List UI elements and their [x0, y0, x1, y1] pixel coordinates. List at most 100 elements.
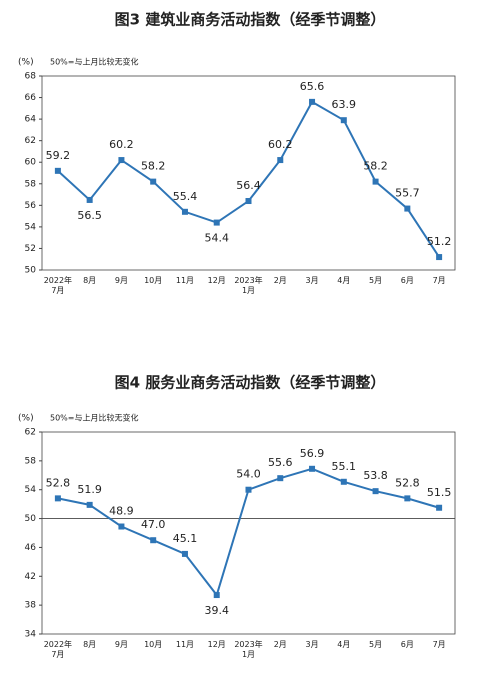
- data-point: [181, 208, 188, 215]
- unit-label: (%): [18, 414, 34, 424]
- unit-label: (%): [18, 58, 34, 68]
- data-label: 39.4: [204, 604, 229, 617]
- data-label: 60.2: [109, 138, 134, 151]
- data-label: 60.2: [268, 138, 293, 151]
- x-tick-label: 7月: [432, 640, 446, 649]
- x-tick-label: 8月: [83, 276, 97, 285]
- x-tick-label: 4月: [337, 276, 351, 285]
- data-point: [118, 157, 125, 164]
- data-label: 55.7: [395, 187, 420, 200]
- y-tick-label: 56: [25, 201, 37, 211]
- data-label: 54.0: [236, 468, 261, 481]
- data-point: [245, 198, 252, 205]
- plot-frame: [41, 75, 456, 271]
- x-tick-label: 2022年 7月: [43, 276, 73, 295]
- data-point: [213, 219, 220, 226]
- x-tick-label: 12月: [207, 276, 226, 285]
- y-tick-label: 64: [25, 115, 37, 125]
- y-tick-label: 58: [25, 179, 37, 189]
- data-point: [340, 478, 347, 485]
- y-tick-label: 52: [25, 244, 36, 254]
- data-label: 47.0: [141, 518, 166, 531]
- y-tick-label: 60: [25, 158, 37, 168]
- data-point: [86, 196, 93, 203]
- y-tick-label: 68: [25, 72, 37, 82]
- data-label: 55.6: [268, 456, 293, 469]
- data-point: [436, 254, 443, 261]
- data-label: 56.4: [236, 179, 261, 192]
- y-tick-label: 54: [25, 222, 37, 232]
- x-tick-label: 5月: [369, 640, 383, 649]
- data-point: [277, 475, 284, 482]
- x-tick-label: 8月: [83, 640, 97, 649]
- x-tick-label: 10月: [144, 276, 163, 285]
- data-label: 53.8: [363, 469, 388, 482]
- y-tick-label: 62: [25, 136, 36, 146]
- data-point: [213, 592, 220, 599]
- chart-title: 图3 建筑业商务活动指数（经季节调整）: [115, 11, 386, 29]
- data-label: 54.4: [204, 232, 229, 245]
- x-tick-label: 2月: [273, 640, 287, 649]
- data-point: [245, 486, 252, 493]
- data-point: [372, 178, 379, 185]
- x-tick-label: 2022年 7月: [43, 640, 73, 659]
- x-tick-label: 11月: [175, 640, 195, 649]
- y-tick-label: 42: [25, 572, 36, 582]
- y-tick-label: 58: [25, 456, 37, 466]
- chart-title: 图4 服务业商务活动指数（经季节调整）: [115, 374, 386, 392]
- data-label: 55.1: [332, 460, 357, 473]
- data-label: 51.5: [427, 486, 452, 499]
- data-label: 59.2: [46, 149, 71, 162]
- data-label: 58.2: [363, 160, 388, 173]
- data-point: [118, 523, 125, 530]
- x-tick-label: 2023年 1月: [234, 276, 263, 295]
- x-tick-label: 11月: [175, 276, 195, 285]
- data-label: 56.5: [77, 209, 102, 222]
- note: 50%=与上月比较无变化: [50, 57, 138, 67]
- y-tick-label: 38: [25, 601, 37, 611]
- data-label: 52.8: [395, 476, 420, 489]
- data-point: [54, 167, 61, 174]
- plot-frame: [41, 431, 456, 635]
- data-label: 63.9: [332, 98, 357, 111]
- data-point: [372, 488, 379, 495]
- x-tick-label: 12月: [207, 640, 226, 649]
- x-tick-label: 5月: [369, 276, 383, 285]
- data-point: [309, 465, 316, 472]
- y-tick-label: 50: [25, 514, 37, 524]
- x-tick-label: 9月: [114, 276, 128, 285]
- data-point: [404, 205, 411, 212]
- data-label: 65.6: [300, 80, 325, 93]
- data-point: [54, 495, 61, 502]
- y-tick-label: 66: [25, 93, 37, 103]
- data-label: 51.9: [77, 483, 102, 496]
- x-tick-label: 2月: [273, 276, 287, 285]
- x-tick-label: 3月: [305, 276, 319, 285]
- x-tick-label: 4月: [337, 640, 351, 649]
- data-label: 56.9: [300, 447, 325, 460]
- data-point: [150, 178, 157, 185]
- x-tick-label: 2023年 1月: [234, 640, 263, 659]
- x-tick-label: 7月: [432, 276, 446, 285]
- y-tick-label: 62: [25, 428, 36, 438]
- data-label: 55.4: [173, 190, 198, 203]
- y-tick-label: 50: [25, 266, 37, 276]
- x-tick-label: 9月: [114, 640, 128, 649]
- data-point: [340, 117, 347, 124]
- data-label: 58.2: [141, 160, 166, 173]
- x-tick-label: 10月: [144, 640, 163, 649]
- x-tick-label: 6月: [400, 276, 414, 285]
- data-point: [181, 550, 188, 557]
- y-tick-label: 46: [25, 543, 37, 553]
- data-label: 51.2: [427, 235, 452, 248]
- y-tick-label: 54: [25, 485, 37, 495]
- data-label: 48.9: [109, 505, 134, 518]
- x-tick-label: 3月: [305, 640, 319, 649]
- data-point: [150, 537, 157, 544]
- data-label: 52.8: [46, 476, 71, 489]
- data-point: [436, 504, 443, 511]
- x-tick-label: 6月: [400, 640, 414, 649]
- data-point: [86, 501, 93, 508]
